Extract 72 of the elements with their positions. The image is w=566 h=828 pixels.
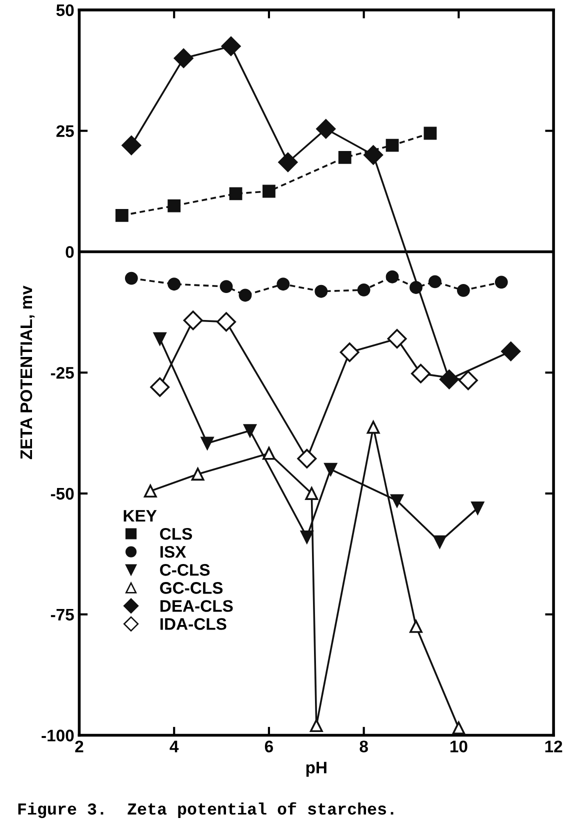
point <box>153 332 166 346</box>
point <box>124 272 138 285</box>
y-tick-label: 0 <box>66 246 74 258</box>
point <box>366 420 380 434</box>
point <box>501 342 521 362</box>
point <box>357 283 370 296</box>
point <box>314 284 328 298</box>
point <box>200 436 214 450</box>
point <box>316 119 336 139</box>
point <box>168 278 181 291</box>
point <box>305 487 318 500</box>
x-tick-label: 12 <box>545 740 562 752</box>
y-tick-label: 50 <box>56 4 74 16</box>
y-tick-label: -75 <box>50 608 74 621</box>
x-tick-label: 6 <box>264 740 273 752</box>
legend-title: KEY <box>124 510 157 522</box>
point <box>220 280 233 293</box>
point <box>452 722 466 734</box>
point <box>428 275 442 288</box>
point <box>386 270 399 284</box>
point <box>390 494 404 508</box>
point <box>174 48 194 68</box>
point <box>324 462 338 476</box>
x-tick-label: 10 <box>450 740 468 752</box>
point <box>191 468 204 481</box>
y-axis-title: ZETA POTENTIAL, mv <box>20 286 35 460</box>
x-axis-title: pH <box>306 762 326 777</box>
y-tick-label: -25 <box>50 367 74 379</box>
y-tick-label: -100 <box>42 730 74 742</box>
point <box>386 138 399 152</box>
point <box>364 145 384 165</box>
point <box>168 199 181 212</box>
legend-label: CLS <box>160 528 192 540</box>
point <box>262 184 276 198</box>
x-tick-label: 8 <box>360 740 368 752</box>
legend-label: C-CLS <box>160 564 210 576</box>
point <box>338 150 352 164</box>
point <box>221 36 241 56</box>
legend-label: IDA-CLS <box>160 618 226 630</box>
point <box>340 342 360 362</box>
point <box>297 448 317 468</box>
legend-label: DEA-CLS <box>160 600 233 612</box>
point <box>183 310 203 330</box>
point <box>411 364 430 384</box>
point <box>244 424 256 438</box>
point <box>471 502 484 514</box>
caption: Figure 3. Zeta potential of starches. <box>18 802 394 818</box>
point <box>387 329 407 348</box>
point <box>310 719 323 732</box>
point <box>262 446 276 460</box>
point <box>115 208 128 222</box>
point <box>229 187 242 200</box>
point <box>433 535 446 548</box>
point <box>494 276 508 289</box>
point <box>238 288 252 302</box>
point <box>424 126 437 140</box>
point <box>278 152 298 172</box>
point <box>300 530 314 544</box>
point <box>410 620 422 633</box>
point <box>216 312 236 332</box>
point <box>150 377 170 397</box>
legend-label: GC-CLS <box>160 582 223 594</box>
y-tick-label: -50 <box>50 488 74 500</box>
point <box>122 136 142 156</box>
x-tick-label: 4 <box>170 740 179 752</box>
point <box>144 484 157 498</box>
point <box>458 370 478 390</box>
legend-label: ISX <box>160 546 186 558</box>
point <box>456 284 470 297</box>
point <box>276 278 290 291</box>
x-tick-label: 2 <box>75 740 84 752</box>
y-tick-label: 25 <box>56 125 74 138</box>
